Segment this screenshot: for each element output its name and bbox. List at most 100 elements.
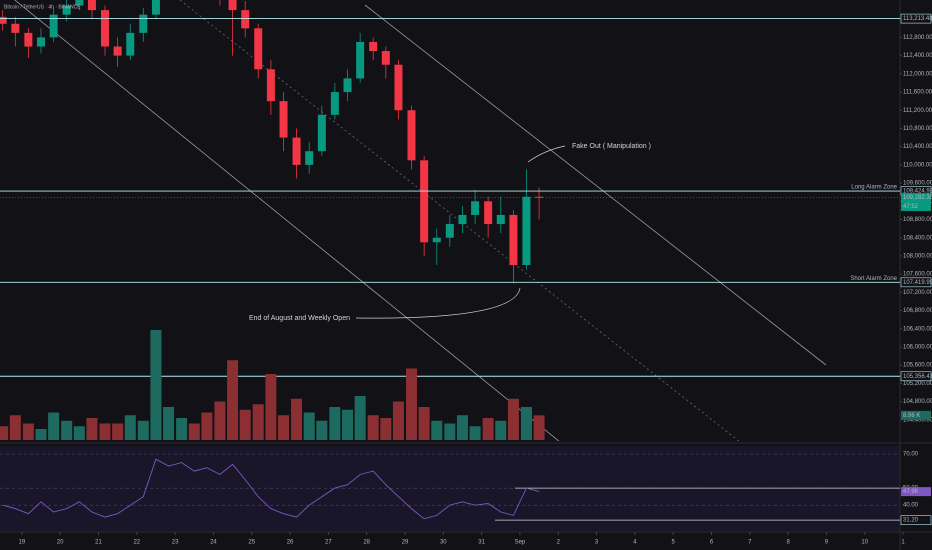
volume-bar [252,404,264,440]
x-tick-label: 19 [18,540,25,546]
x-tick-label: 4 [633,540,637,546]
candle-body [432,237,441,243]
volume-bar [354,396,366,440]
x-tick-label: 6 [710,540,714,546]
candle-body [317,114,326,152]
price-tag [900,515,932,525]
candle-body [151,0,160,15]
volume-bar [392,401,404,440]
volume-bar [405,368,417,440]
volume-bar [316,420,328,440]
price-tag [900,371,932,382]
candle-body [139,14,148,33]
volume-bar [112,423,124,440]
y-tick-label: 104,800.00 [903,399,932,405]
x-tick-label: 28 [363,540,370,546]
volume-bar [35,429,47,440]
volume-bar [22,423,34,440]
volume-bar [137,420,149,440]
candle-body [49,14,58,38]
volume-bar [495,420,507,440]
y-tick-label: 108,800.00 [903,217,932,223]
y-tick-label: 110,800.00 [903,126,932,132]
y-tick-label: 104,400.00 [903,417,932,423]
volume-bar [99,423,111,440]
candle-body [522,196,531,266]
y-tick-label: 106,800.00 [903,308,932,314]
rsi-tick-label: 40.00 [903,503,919,509]
x-tick-label: 22 [133,540,140,546]
volume-bar [61,420,73,440]
volume-bar [431,420,443,440]
x-tick-label: 21 [95,540,102,546]
annotation: Fake Out ( Manipulation ) [572,143,651,150]
candle-body [369,41,378,52]
y-tick-label: 111,200.00 [903,108,932,114]
volume-bar [444,423,456,440]
channel-upper [364,4,827,366]
x-tick-label: Sep [515,540,526,546]
price-tag [901,487,931,497]
volume-bar [291,398,303,440]
volume-bar [533,415,545,440]
price-tag [901,410,931,420]
volume-pane [0,330,545,440]
plot [0,0,900,521]
y-tick-label: 109,600.00 [903,181,932,187]
candle-body [420,160,429,243]
price-tag-label: 113,213.48 [903,16,932,22]
price-tag [901,193,931,203]
candle-body [394,64,403,111]
x-tick-label: 26 [287,540,294,546]
volume-bar [86,418,98,440]
candle-body [535,196,544,198]
candle-body [445,224,454,238]
candle-body [356,41,365,79]
candle-body [254,28,263,70]
candle-body [266,69,275,102]
x-tick-label: 27 [325,540,332,546]
volume-bar [124,415,136,440]
price-pane [0,0,544,284]
x-tick-label: 7 [748,540,752,546]
y-tick-label: 108,400.00 [903,235,932,241]
x-tick-label: 25 [248,540,255,546]
y-tick-label: 105,600.00 [903,363,932,369]
x-tick-label: 24 [210,540,217,546]
candle-body [87,0,96,11]
volume-bar [469,426,481,440]
volume-bar [380,418,392,440]
volume-bar [150,330,162,440]
x-tick-label: 10 [861,540,868,546]
volume-bar [188,423,200,440]
volume-bar [176,418,188,440]
volume-bar [214,401,226,440]
candle-body [241,10,250,29]
candle-body [113,46,122,56]
volume-bar [239,409,251,440]
candle-body [496,214,505,225]
volume-bar [227,360,239,440]
volume-bar [48,412,60,440]
price-tag-label: 105,356.41 [903,374,932,380]
price-tag-label: 109,282.38 [903,195,932,201]
volume-bar [0,426,9,440]
volume-bar [507,398,519,440]
x-tick-label: 3 [595,540,599,546]
y-tick-label: 106,000.00 [903,345,932,351]
candle-body [509,214,518,266]
countdown: 47:52 [903,204,919,210]
candle-body [330,92,339,115]
candle-body [471,201,480,215]
candle-body [62,5,71,15]
y-tick-label: 110,000.00 [903,162,932,168]
volume-bar [520,407,532,440]
volume-bar [456,415,468,440]
annotation: End of August and Weekly Open [249,315,350,322]
x-tick-label: 8 [786,540,790,546]
y-tick-label: 108,000.00 [903,253,932,259]
candle-body [0,16,7,24]
y-tick-label: 112,400.00 [903,53,932,59]
volume-bar [73,426,85,440]
